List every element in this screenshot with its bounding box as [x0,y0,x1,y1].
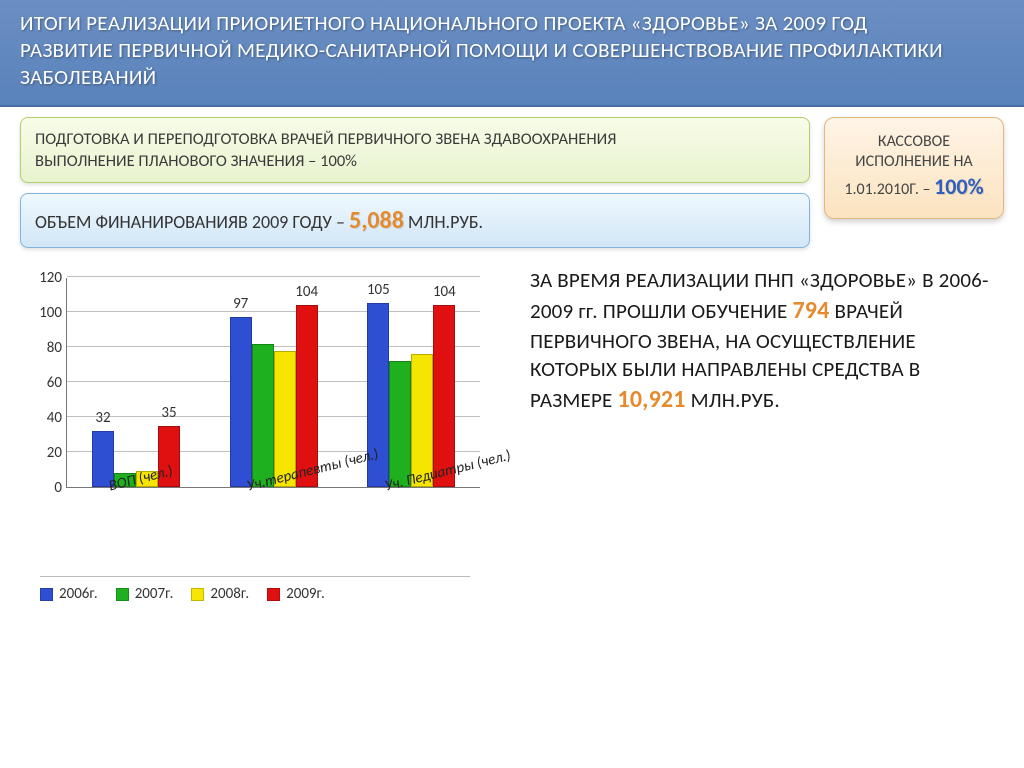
narr-t3: МЛН.РУБ. [691,387,780,413]
narr-n1: 794 [792,296,829,325]
bar-value-label: 35 [161,404,176,422]
header-line-1: ИТОГИ РЕАЛИЗАЦИИ ПРИОРИЕТНОГО НАЦИОНАЛЬН… [20,10,1004,37]
y-tick: 0 [20,479,62,497]
bar [230,317,252,487]
y-tick: 20 [20,444,62,462]
legend-swatch [267,588,280,601]
legend-item: 2007г. [116,585,174,603]
bar-value-label: 97 [233,295,248,313]
bar-group: 32 35 [67,278,205,487]
y-tick: 80 [20,339,62,357]
y-tick: 120 [20,269,62,287]
bar-value-label: 104 [295,283,318,301]
narr-t1: ЗА ВРЕМЯ РЕАЛИЗАЦИИ ПНП «ЗДОРОВЬЕ» В 200… [530,267,989,323]
legend-swatch [116,588,129,601]
narrative-text: ЗА ВРЕМЯ РЕАЛИЗАЦИИ ПНП «ЗДОРОВЬЕ» В 200… [530,258,1004,603]
header-line-2: РАЗВИТИЕ ПЕРВИЧНОЙ МЕДИКО-САНИТАРНОЙ ПОМ… [20,37,1004,91]
green-line-2: ВЫПОЛНЕНИЕ ПЛАНОВОГО ЗНАЧЕНИЯ – 100% [35,150,795,172]
bar-chart: 0 20 40 60 80 100 120 32 35 97 104 105 104 ВОП (чел.)… [20,258,510,603]
cash-exec-pct: 100% [934,173,984,200]
legend-label: 2007г. [135,585,174,603]
bar-value-label: 105 [367,281,390,299]
slide-header: ИТОГИ РЕАЛИЗАЦИИ ПРИОРИЕТНОГО НАЦИОНАЛЬН… [0,0,1024,107]
legend-item: 2009г. [267,585,325,603]
legend-swatch [191,588,204,601]
legend-swatch [40,588,53,601]
legend-label: 2006г. [59,585,98,603]
callout-blue: ОБЪЕМ ФИНАНИРОВАНИЯВ 2009 ГОДУ – 5,088 М… [20,193,810,248]
green-line-1: ПОДГОТОВКА И ПЕРЕПОДГОТОВКА ВРАЧЕЙ ПЕРВИ… [35,128,795,150]
y-tick: 60 [20,374,62,392]
legend-label: 2008г. [210,585,249,603]
bar-value-label: 104 [433,283,456,301]
callout-green: ПОДГОТОВКА И ПЕРЕПОДГОТОВКА ВРАЧЕЙ ПЕРВИ… [20,117,810,184]
bar-group: 97 104 [205,278,343,487]
y-tick: 40 [20,409,62,427]
finance-amount: 5,088 [349,206,404,235]
category-label: ВОП (чел.) [107,462,175,495]
legend-item: 2008г. [191,585,249,603]
plot-area: 32 35 97 104 105 104 [66,278,480,488]
chart-legend: 2006г. 2007г. 2008г. 2009г. [40,576,470,603]
narr-n2: 10,921 [617,385,685,414]
finance-suffix: МЛН.РУБ. [408,211,483,233]
legend-label: 2009г. [286,585,325,603]
finance-prefix: ОБЪЕМ ФИНАНИРОВАНИЯВ 2009 ГОДУ – [35,211,349,233]
legend-item: 2006г. [40,585,98,603]
y-tick: 100 [20,304,62,322]
bar-value-label: 32 [95,409,110,427]
callout-orange: КАССОВОЕ ИСПОЛНЕНИЕ НА 1.01.2010Г. – 100… [824,117,1004,219]
